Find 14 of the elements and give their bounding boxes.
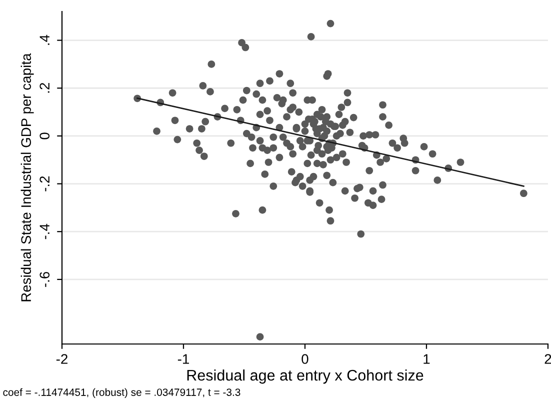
y-tick-label: -.4	[40, 224, 50, 240]
x-axis-title: Residual age at entry x Cohort size	[187, 369, 424, 384]
x-tick-label: -1	[178, 354, 189, 364]
text: coef = -.11474451, (robust) se = .03479117, t = -3.3	[3, 388, 240, 398]
y-tick-label: -.2	[40, 176, 50, 192]
y-axis-title: Residual State Industrial GDP per capita	[20, 53, 34, 302]
y-tick-label: -.6	[40, 272, 50, 287]
x-tick-label: 2	[544, 354, 551, 364]
y-tick-label: 0	[40, 132, 50, 140]
x-tick-label: 0	[302, 354, 308, 364]
x-tick-label: -2	[56, 354, 68, 364]
y-tick-label: .2	[40, 83, 50, 93]
x-tick-label: 1	[424, 354, 430, 364]
y-tick-label: .4	[40, 34, 50, 45]
